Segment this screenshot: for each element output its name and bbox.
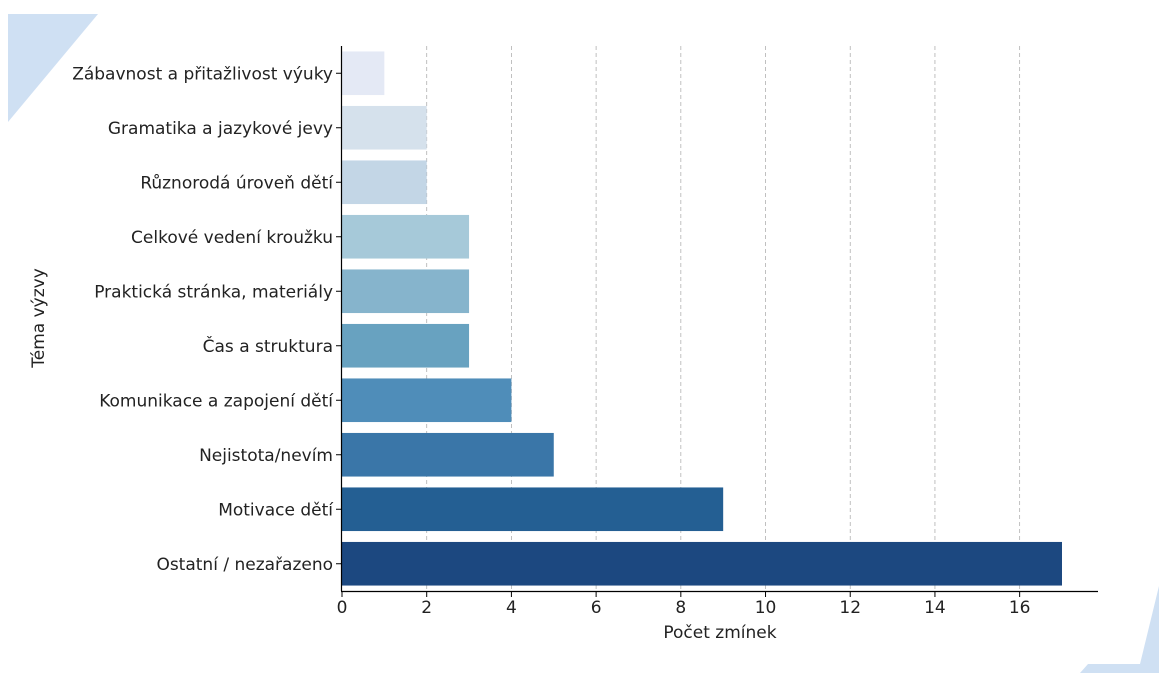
bottom-right-decoration bbox=[1080, 580, 1159, 673]
bar bbox=[342, 51, 385, 96]
top-left-decoration bbox=[0, 0, 110, 130]
bar bbox=[342, 487, 724, 532]
bar bbox=[342, 323, 470, 368]
bar bbox=[342, 105, 427, 150]
y-tick-label: Nejistota/nevím bbox=[199, 446, 333, 466]
y-tick-label: Ostatní / nezařazeno bbox=[156, 555, 333, 575]
bars bbox=[342, 51, 1062, 586]
y-tick-labels: Zábavnost a přitažlivost výuky Gramatika … bbox=[72, 64, 342, 575]
y-axis-label: Téma výzvy bbox=[29, 268, 49, 369]
y-tick-label: Zábavnost a přitažlivost výuky bbox=[72, 64, 333, 84]
x-tick-label: 0 bbox=[337, 598, 348, 618]
x-tick-label: 14 bbox=[924, 598, 946, 618]
bar bbox=[342, 160, 427, 205]
x-tick-label: 8 bbox=[675, 598, 686, 618]
bar bbox=[342, 378, 512, 423]
y-tick-label: Čas a struktura bbox=[203, 335, 333, 357]
y-tick-label: Praktická stránka, materiály bbox=[94, 282, 333, 302]
y-tick-label: Motivace dětí bbox=[218, 500, 334, 520]
x-tick-label: 4 bbox=[506, 598, 517, 618]
bar bbox=[342, 432, 554, 477]
x-tick-label: 2 bbox=[421, 598, 432, 618]
y-tick-label: Celkové vedení kroužku bbox=[131, 228, 333, 248]
x-tick-label: 6 bbox=[591, 598, 602, 618]
y-tick-label: Komunikace a zapojení dětí bbox=[99, 391, 334, 411]
x-ticks: 0 2 4 6 8 10 12 14 16 bbox=[337, 591, 1031, 618]
x-axis-label: Počet zmínek bbox=[663, 623, 776, 643]
bar bbox=[342, 541, 1062, 586]
x-tick-label: 16 bbox=[1009, 598, 1031, 618]
y-tick-label: Různorodá úroveň dětí bbox=[140, 173, 334, 193]
x-tick-label: 10 bbox=[755, 598, 777, 618]
x-tick-label: 12 bbox=[839, 598, 861, 618]
bar bbox=[342, 214, 470, 259]
y-tick-label: Gramatika a jazykové jevy bbox=[108, 119, 333, 139]
bar bbox=[342, 269, 470, 314]
